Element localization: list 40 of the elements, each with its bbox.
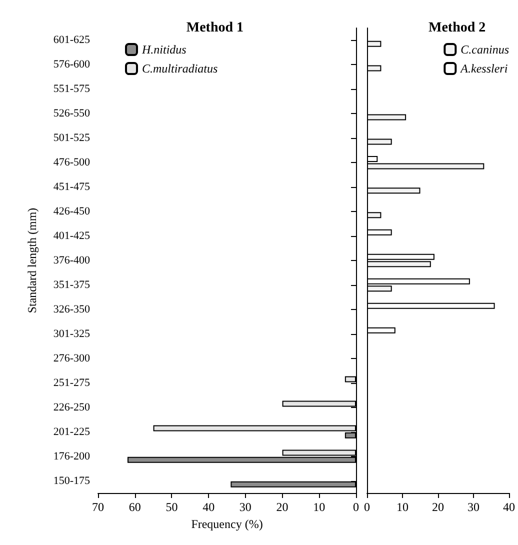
y-tick-label: 526-550 <box>53 108 90 120</box>
y-tick-label: 501-525 <box>53 132 90 144</box>
x-tick-label: 40 <box>202 500 215 514</box>
legend-label: A.kessleri <box>460 62 508 76</box>
legend-label: C.multiradiatus <box>142 62 218 76</box>
x-tick-label: 50 <box>166 500 178 514</box>
x-tick-label: 30 <box>239 500 252 514</box>
x-tick-label: 20 <box>432 500 444 514</box>
x-tick-label: 30 <box>468 500 480 514</box>
x-tick-label: 10 <box>396 500 408 514</box>
x-tick-label: 40 <box>503 500 515 514</box>
y-tick-label: 176-200 <box>53 450 90 462</box>
y-tick-label: 551-575 <box>53 83 90 96</box>
y-tick-label: 426-450 <box>53 206 90 218</box>
y-tick-label: 401-425 <box>53 230 90 242</box>
y-tick-label: 351-375 <box>53 278 90 291</box>
x-tick-label: 0 <box>364 500 370 514</box>
x-tick-label: 0 <box>353 500 359 514</box>
legend-label: H.nitidus <box>141 42 187 56</box>
y-tick-label: 576-600 <box>53 58 90 71</box>
y-tick-label: 251-275 <box>53 376 90 389</box>
y-tick-label: 476-500 <box>53 156 90 169</box>
chart-title: Method 2 <box>428 20 486 36</box>
chart-title: Method 1 <box>186 20 244 36</box>
x-axis-title: Frequency (%) <box>191 516 263 531</box>
y-tick-label: 601-625 <box>53 34 90 46</box>
y-axis-title: Standard length (mm) <box>25 208 39 314</box>
y-tick-label: 226-250 <box>53 401 90 414</box>
y-tick-label: 326-350 <box>53 303 90 316</box>
x-tick-label: 10 <box>313 500 326 514</box>
y-tick-label: 201-225 <box>53 426 90 438</box>
y-tick-label: 150-175 <box>53 474 90 487</box>
y-tick-label: 451-475 <box>53 181 90 194</box>
y-tick-label: 276-300 <box>53 352 90 364</box>
y-tick-label: 376-400 <box>53 254 90 266</box>
x-tick-label: 20 <box>276 500 288 514</box>
x-tick-label: 60 <box>128 500 141 514</box>
x-tick-label: 70 <box>92 500 104 514</box>
y-tick-label: 301-325 <box>53 328 90 340</box>
legend-label: C.caninus <box>460 42 510 56</box>
